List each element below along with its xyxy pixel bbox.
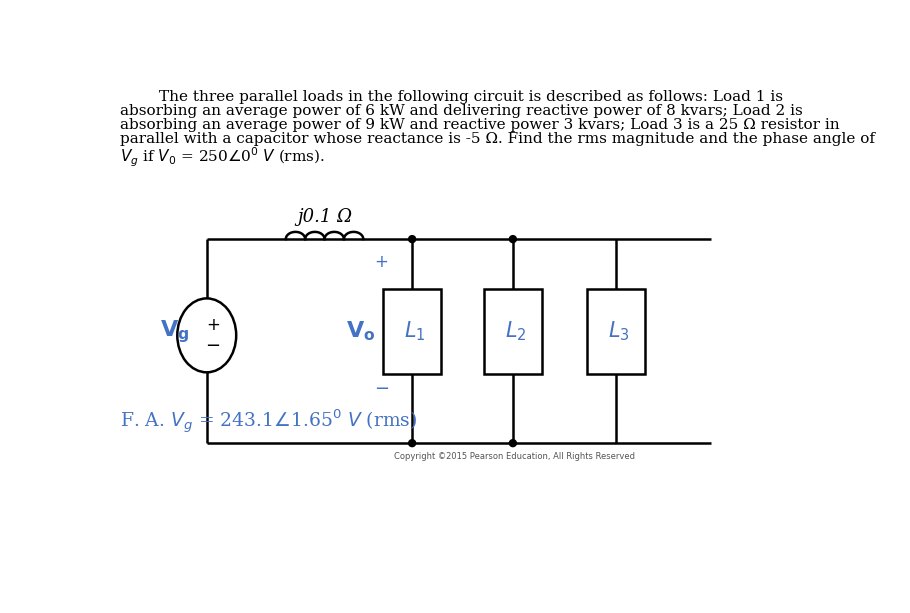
Bar: [587, 289, 645, 374]
Text: The three parallel loads in the following circuit is described as follows: Load : The three parallel loads in the followin…: [120, 91, 783, 104]
Text: $\mathbf{V_o}$: $\mathbf{V_o}$: [346, 320, 375, 343]
Text: $V_g$ if $V_0$ = 250$\angle$0$^0$ $V$ (rms).: $V_g$ if $V_0$ = 250$\angle$0$^0$ $V$ (r…: [120, 146, 325, 169]
Text: $L_3$: $L_3$: [608, 320, 630, 343]
Text: F. A. $V_g$ = 243.1$\angle$1.65$^0$ $V$ (rms): F. A. $V_g$ = 243.1$\angle$1.65$^0$ $V$ …: [120, 408, 418, 436]
Text: −: −: [206, 337, 220, 355]
Text: $\mathbf{V_g}$: $\mathbf{V_g}$: [159, 318, 189, 345]
Text: absorbing an average power of 6 kW and delivering reactive power of 8 kvars; Loa: absorbing an average power of 6 kW and d…: [120, 104, 803, 118]
Text: $L_1$: $L_1$: [404, 320, 426, 343]
Circle shape: [510, 235, 516, 243]
Text: $L_2$: $L_2$: [505, 320, 527, 343]
Text: absorbing an average power of 9 kW and reactive power 3 kvars; Load 3 is a 25 Ω : absorbing an average power of 9 kW and r…: [120, 118, 840, 132]
Ellipse shape: [177, 299, 237, 372]
Circle shape: [510, 440, 516, 447]
Text: j0.1 Ω: j0.1 Ω: [297, 208, 352, 226]
Text: −: −: [374, 380, 389, 398]
Text: parallel with a capacitor whose reactance is -5 Ω. Find the rms magnitude and th: parallel with a capacitor whose reactanc…: [120, 132, 875, 146]
Bar: [484, 289, 542, 374]
Text: +: +: [375, 253, 389, 271]
Text: +: +: [206, 316, 220, 333]
Bar: [383, 289, 441, 374]
Circle shape: [409, 440, 416, 447]
Text: Copyright ©2015 Pearson Education, All Rights Reserved: Copyright ©2015 Pearson Education, All R…: [393, 452, 634, 462]
Circle shape: [409, 235, 416, 243]
